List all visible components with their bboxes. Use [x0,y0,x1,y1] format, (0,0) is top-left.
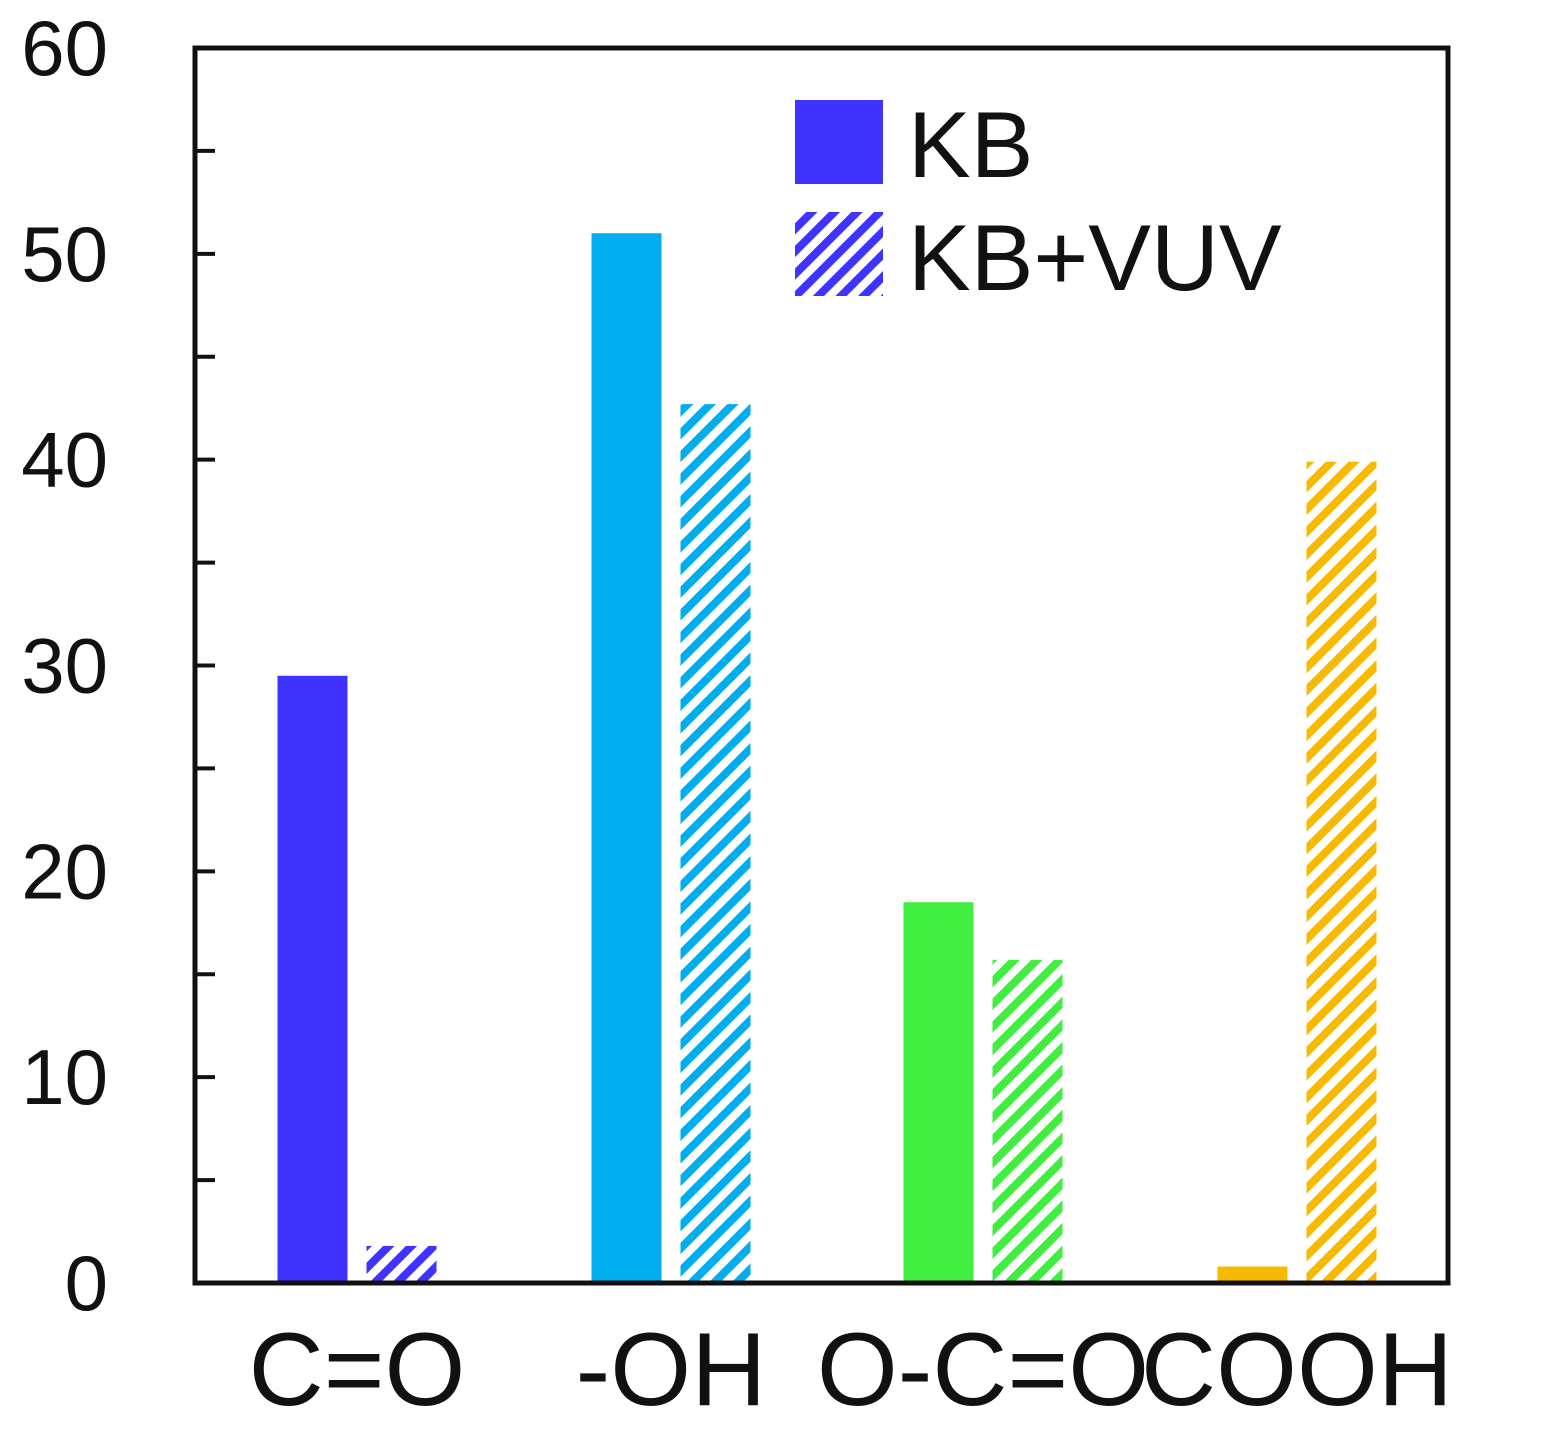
legend-label-kb: KB [908,92,1033,197]
legend-label-kb-vuv: KB+VUV [908,205,1282,310]
bar-oco-kb-vuv [992,959,1063,1283]
y-tick-label-0: 0 [65,1239,108,1327]
bar-cooh-kb [1217,1266,1288,1283]
y-tick-label-20: 20 [21,827,108,915]
bar-oh-kb-vuv [680,404,751,1283]
y-tick-label-30: 30 [21,622,108,710]
bar-co-kb [277,675,348,1283]
bar-co-kb-vuv [366,1245,437,1283]
x-tick-label-cooh: COOH [1141,1312,1453,1428]
legend-swatch-kb [795,100,883,184]
y-tick-label-10: 10 [21,1033,108,1121]
x-tick-label-co: C=O [249,1312,466,1428]
y-tick-label-40: 40 [21,416,108,504]
legend-swatch-kb-vuv [795,212,883,296]
y-tick-label-60: 60 [21,4,108,92]
y-tick-label-50: 50 [21,210,108,298]
x-tick-label-oh: -OH [576,1312,767,1428]
bar-oh-kb [591,233,662,1283]
bars-layer [277,233,1377,1284]
bar-oco-kb [903,902,974,1283]
x-tick-label-oco: O-C=O [817,1312,1149,1428]
bar-cooh-kb-vuv [1306,461,1377,1284]
